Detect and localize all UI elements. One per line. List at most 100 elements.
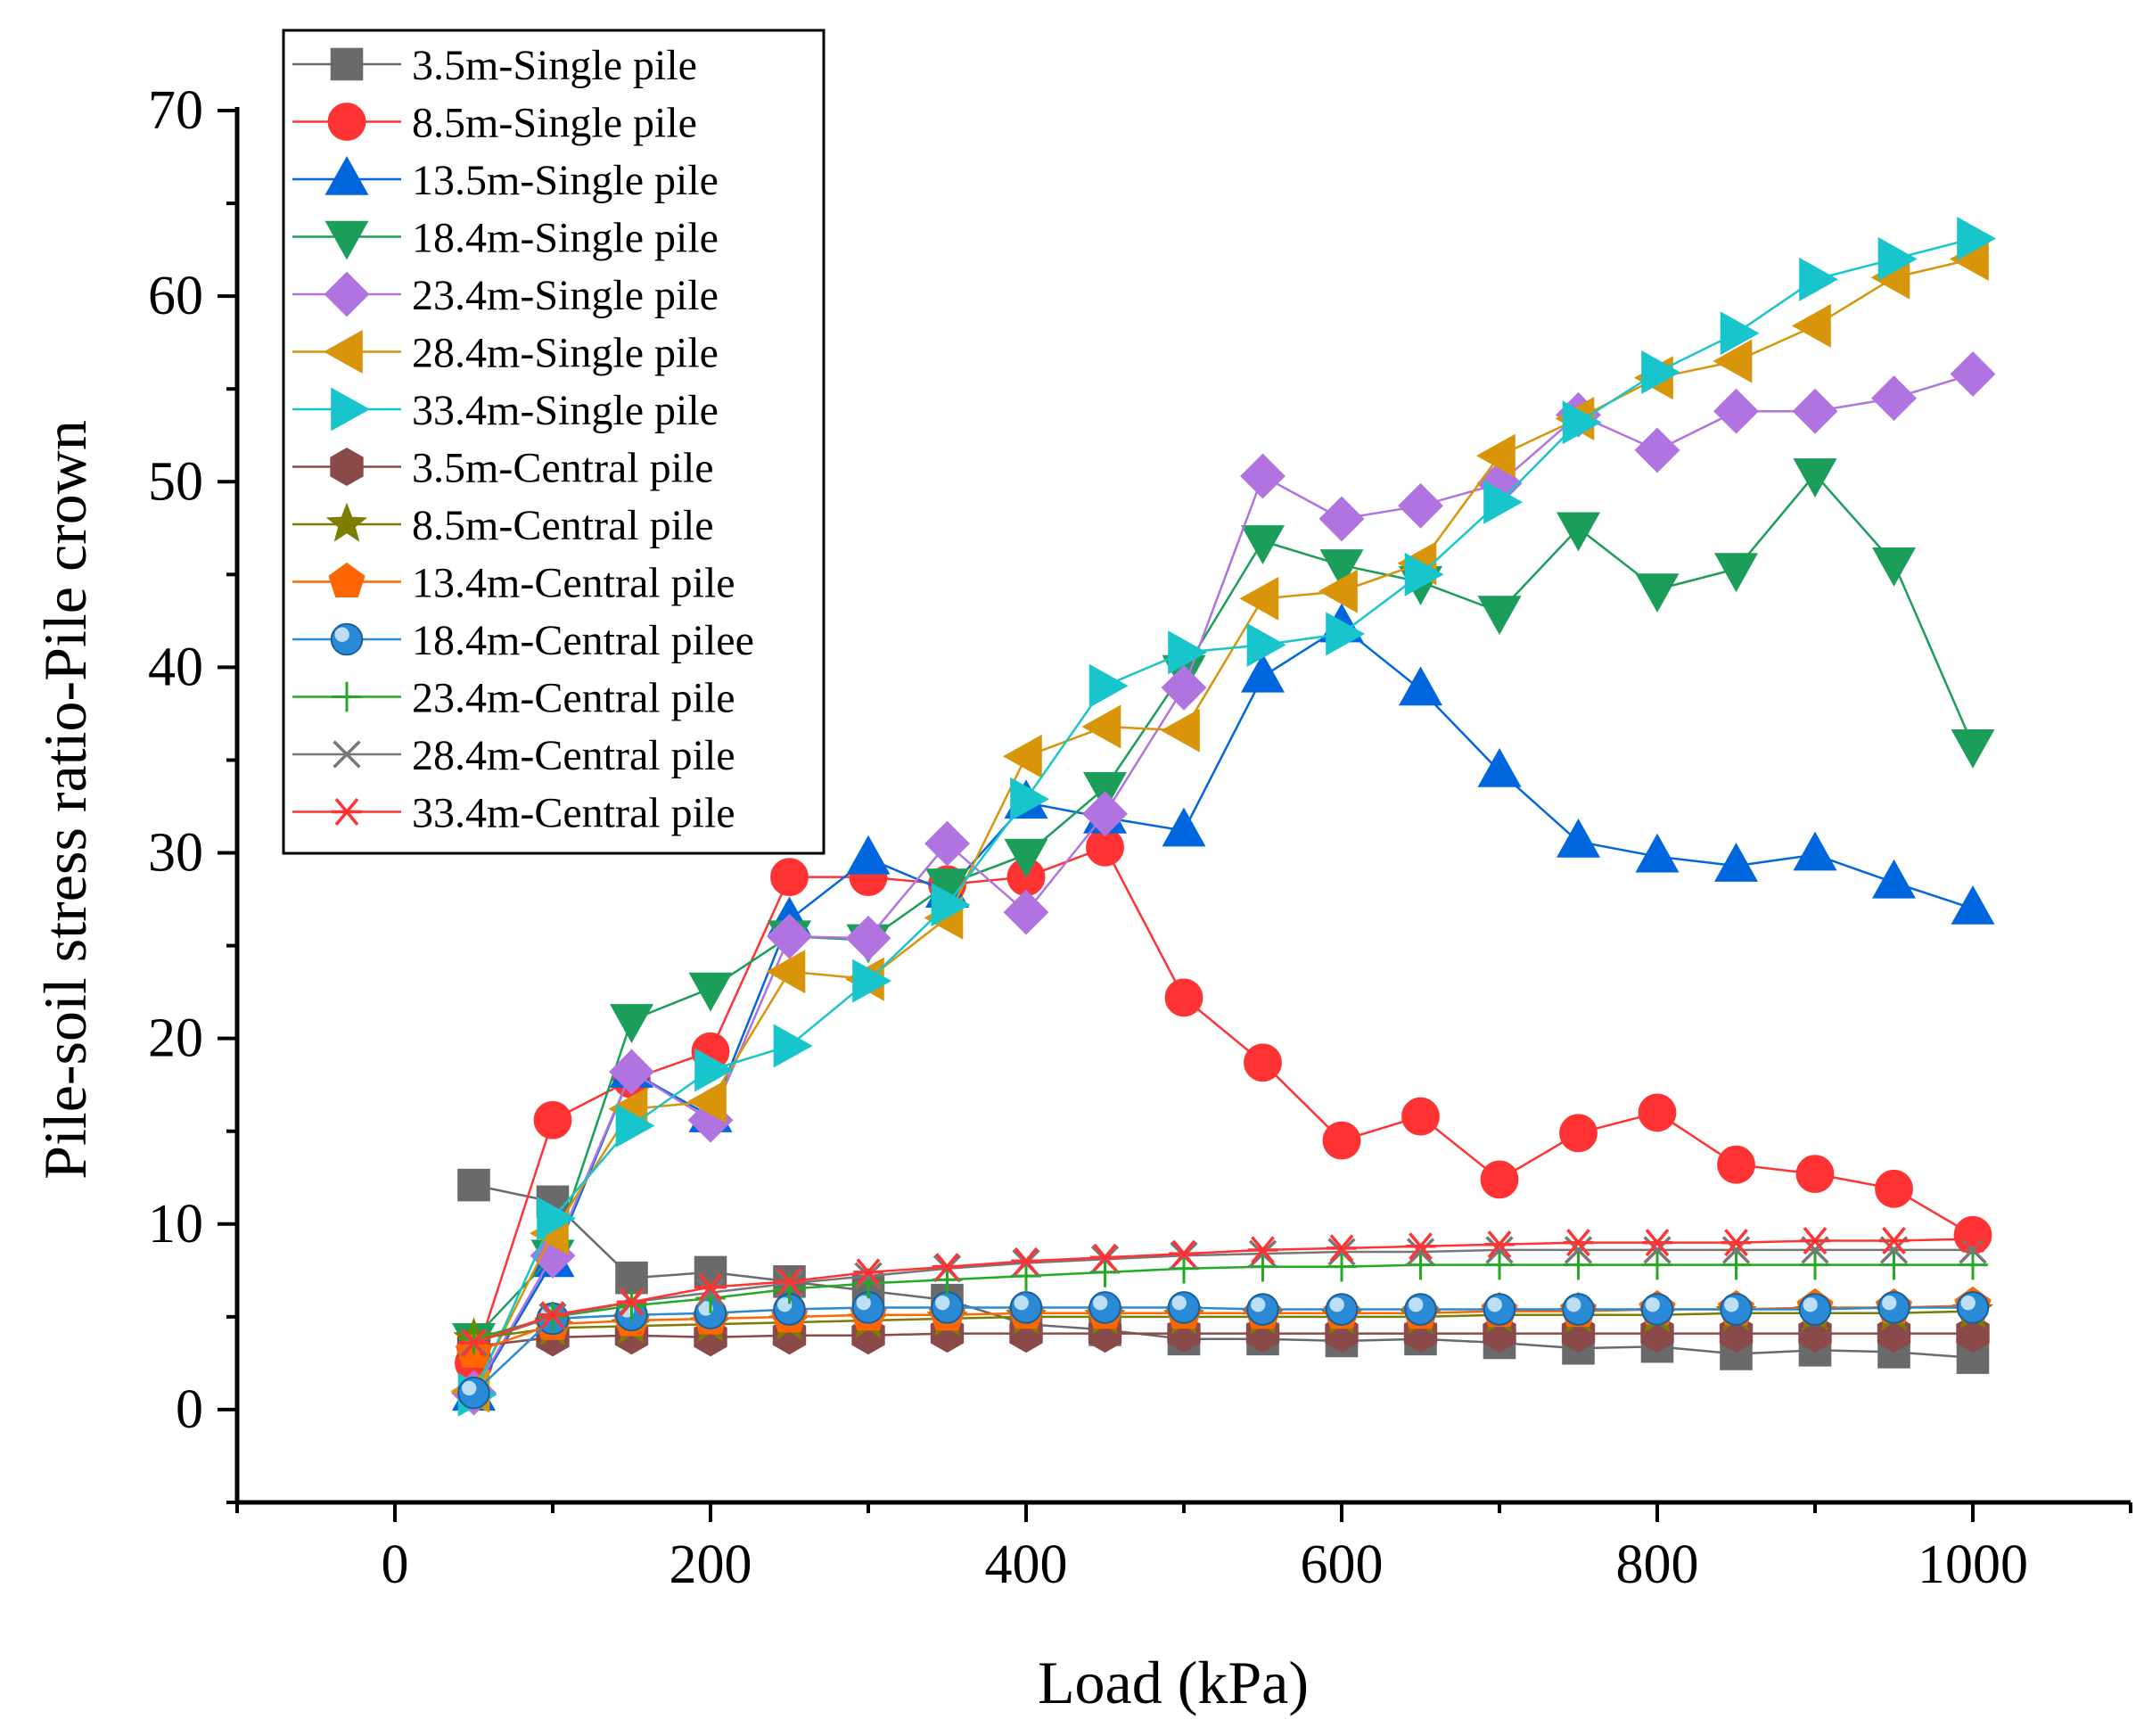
data-point — [1559, 1114, 1598, 1153]
data-point — [1164, 978, 1203, 1017]
data-point — [1246, 622, 1286, 667]
data-point — [1713, 388, 1759, 434]
x-axis-title: Load (kPa) — [1038, 1649, 1309, 1716]
data-point — [538, 1301, 568, 1329]
x-tick-label: 0 — [382, 1534, 409, 1595]
legend-label: 13.4m-Central pile — [412, 560, 735, 607]
series-10 — [457, 1291, 1990, 1410]
data-point — [1004, 838, 1048, 878]
data-point — [615, 1261, 648, 1295]
data-point — [533, 1100, 572, 1140]
data-point — [1404, 1293, 1437, 1326]
data-point — [1950, 351, 1996, 397]
data-point — [1877, 236, 1918, 282]
data-point — [1477, 596, 1522, 636]
data-point — [1951, 729, 1995, 769]
data-point — [1404, 552, 1444, 596]
x-tick-label: 1000 — [1918, 1534, 2028, 1595]
data-point — [1799, 257, 1839, 301]
axes-layer: 0 200 400 600 800 1000 0 10 20 30 40 50 60 70 — [148, 80, 2132, 1595]
data-point — [1556, 512, 1601, 552]
data-point — [1088, 1291, 1121, 1324]
data-point — [1398, 482, 1443, 529]
legend-marker — [324, 220, 369, 260]
data-point — [1563, 1249, 1594, 1280]
legend-marker — [325, 502, 368, 542]
data-point — [1871, 859, 1917, 899]
y-tick-label: 70 — [148, 80, 203, 141]
data-point — [1878, 1227, 1910, 1255]
y-tick-label: 40 — [148, 637, 203, 697]
data-point — [770, 858, 809, 896]
data-point — [1081, 704, 1121, 749]
data-point — [853, 1258, 883, 1287]
data-point — [767, 913, 812, 959]
data-point — [457, 1168, 490, 1202]
legend-label: 23.4m-Central pile — [412, 675, 735, 722]
data-point — [1240, 653, 1286, 693]
data-point — [1800, 1227, 1830, 1255]
data-point — [1239, 576, 1279, 621]
y-tick-label: 20 — [148, 1008, 203, 1069]
data-point — [695, 1273, 726, 1302]
data-point — [1877, 1291, 1910, 1324]
data-point — [774, 1267, 805, 1296]
data-point — [686, 1079, 727, 1123]
data-point — [1169, 1253, 1199, 1284]
data-point — [1484, 1230, 1515, 1259]
data-point — [1792, 388, 1838, 434]
data-point — [931, 1291, 964, 1324]
data-point — [1318, 569, 1358, 613]
data-point — [1319, 549, 1364, 588]
legend-label: 3.5m-Single pile — [412, 42, 697, 89]
data-point — [1406, 1238, 1435, 1266]
data-point — [1480, 1160, 1519, 1199]
data-point — [1956, 1291, 1990, 1324]
legend-marker — [330, 47, 364, 81]
data-point — [1168, 630, 1208, 675]
legend-item: 3.5m-Central pile — [292, 445, 714, 492]
legend-item: 8.5m-Central pile — [292, 502, 714, 549]
legend-item: 18.4m-Central pilee — [292, 617, 754, 664]
data-point — [1641, 350, 1681, 395]
data-point — [931, 883, 971, 927]
data-point — [1244, 1043, 1282, 1082]
data-point — [1169, 1239, 1199, 1268]
data-point — [1642, 1229, 1672, 1257]
data-point — [1713, 843, 1759, 882]
legend-label: 3.5m-Central pile — [412, 445, 714, 492]
data-point — [696, 1279, 725, 1307]
data-point — [846, 835, 891, 875]
data-point — [1483, 480, 1524, 524]
data-point — [1563, 1229, 1594, 1257]
series-line — [473, 1248, 1973, 1345]
data-point — [1325, 1293, 1359, 1326]
data-point — [1720, 311, 1760, 356]
data-point — [1475, 433, 1516, 478]
legend-item: 3.5m-Single pile — [292, 42, 697, 89]
data-point — [616, 1288, 647, 1316]
data-point — [1011, 1246, 1041, 1275]
data-point — [1002, 734, 1042, 778]
data-point — [1405, 1249, 1436, 1280]
data-point — [1484, 1249, 1515, 1280]
data-point — [1246, 1293, 1279, 1326]
data-point — [1958, 1224, 1988, 1253]
series-0 — [457, 1168, 1990, 1374]
data-point — [924, 820, 970, 867]
legend-label: 8.5m-Central pile — [412, 502, 714, 549]
data-point — [1247, 1236, 1278, 1264]
data-point — [1318, 496, 1365, 542]
data-point — [1082, 791, 1128, 837]
legend-marker — [332, 681, 362, 712]
legend-marker — [324, 271, 370, 317]
data-point — [1556, 818, 1601, 858]
legend-label: 33.4m-Single pile — [412, 387, 719, 434]
data-point — [1713, 339, 1753, 383]
data-point — [1713, 553, 1759, 593]
legend-item: 33.4m-Central pile — [292, 790, 735, 837]
legend-label: 8.5m-Single pile — [412, 100, 697, 147]
legend-label: 28.4m-Single pile — [412, 330, 719, 377]
data-point — [1721, 1249, 1752, 1280]
